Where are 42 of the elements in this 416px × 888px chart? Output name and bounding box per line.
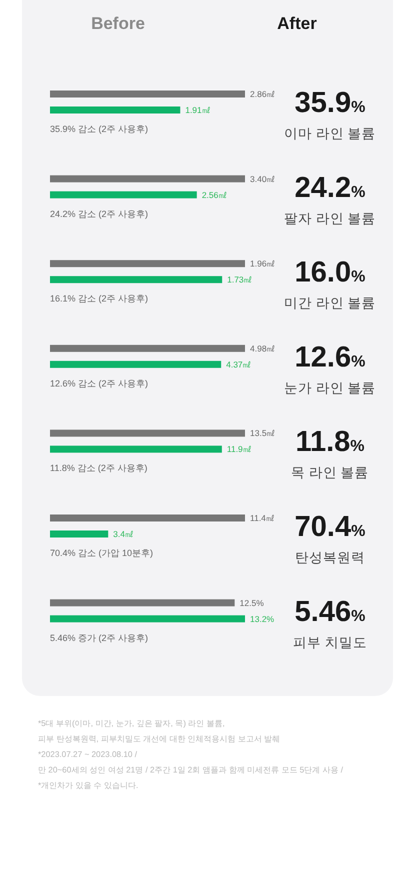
data-label: 4.98㎖ <box>250 343 276 354</box>
text: 70.4% 감소 (가압 10분후) <box>50 548 154 558</box>
text: 피부 탄성복원력, 피부치밀도 개선에 대한 인체적용시험 보고서 발췌 <box>38 734 280 744</box>
text: 만 20~60세의 성인 여성 21명 / 2주간 1일 2회 앰플과 함께 미세전류 모드 5단계 사용 / <box>38 766 344 774</box>
text: After <box>277 14 318 33</box>
text: 12.6% 감소 (2주 사용후) <box>50 378 148 388</box>
data-label: 13.2% <box>250 614 275 624</box>
text: 70.4% <box>294 511 366 543</box>
text: 눈가 라인 볼륨 <box>284 380 376 396</box>
data-label: 13.5㎖ <box>250 428 276 438</box>
data-label: 11.9㎖ <box>226 444 252 454</box>
text: *5대 부위(이마, 미간, 눈가, 깊은 팔자, 목) 라인 볼륨, <box>38 719 225 728</box>
text: 목 라인 볼륨 <box>291 465 369 480</box>
text: 35.9% 감소 (2주 사용후) <box>50 124 148 134</box>
text: 16.0% <box>294 256 366 289</box>
data-label: 3.4㎖ <box>113 529 134 539</box>
text: 35.9% <box>294 87 366 119</box>
text: 11.8% <box>295 426 365 458</box>
data-label: 12.5% <box>240 598 264 608</box>
text: 12.6% <box>294 341 366 374</box>
data-label: 1.91㎖ <box>185 105 211 115</box>
data-label: 3.40㎖ <box>250 174 276 184</box>
text: 24.2% <box>294 172 366 204</box>
text: 16.1% 감소 (2주 사용후) <box>50 294 148 304</box>
text: *개인차가 있을 수 있습니다. <box>38 781 138 790</box>
text: 5.46% 증가 (2주 사용후) <box>50 632 148 643</box>
data-label: 2.86㎖ <box>250 89 276 99</box>
text: 탄성복원력 <box>295 550 365 565</box>
text: 피부 치밀도 <box>293 634 367 650</box>
text: 미간 라인 볼륨 <box>284 296 376 311</box>
text: 팔자 라인 볼륨 <box>284 210 376 226</box>
text: 11.8% 감소 (2주 사용후) <box>50 463 148 474</box>
text: Before <box>91 14 145 33</box>
data-label: 1.96㎖ <box>250 258 276 269</box>
text: 24.2% 감소 (2주 사용후) <box>50 208 148 219</box>
data-label: 4.37㎖ <box>226 359 252 370</box>
text: *2023.07.27 ~ 2023.08.10 / <box>38 750 138 759</box>
text: 이마 라인 볼륨 <box>284 126 376 141</box>
data-label: 1.73㎖ <box>227 274 253 285</box>
data-label: 11.4㎖ <box>250 513 275 523</box>
text: 5.46% <box>294 596 366 628</box>
data-label: 2.56㎖ <box>202 190 228 200</box>
